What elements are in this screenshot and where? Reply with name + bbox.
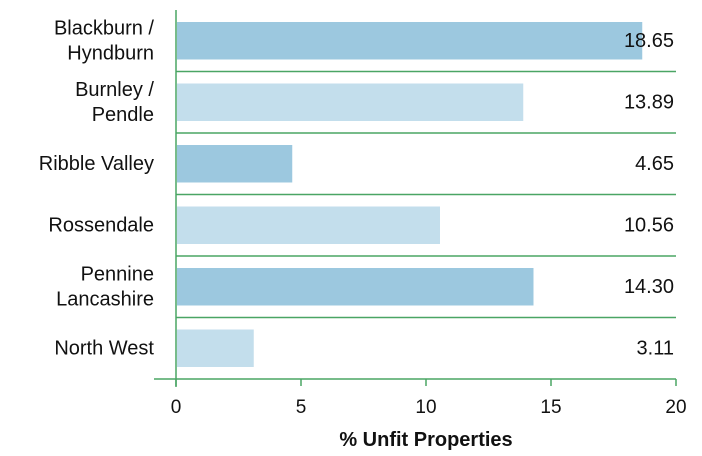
value-label-1: 13.89	[624, 91, 674, 113]
bar-3	[177, 206, 440, 244]
category-label-line: North West	[54, 337, 154, 359]
x-tick-label-3: 15	[540, 397, 561, 418]
bar-5	[177, 329, 254, 367]
bar-0	[177, 22, 643, 60]
category-label-line: Lancashire	[56, 288, 154, 310]
category-label-line: Ribble Valley	[39, 153, 154, 175]
category-label-line: Pendle	[92, 104, 154, 126]
category-label-line: Burnley /	[75, 79, 154, 101]
x-tick-label-2: 10	[415, 397, 436, 418]
category-label-line: Pennine	[81, 263, 154, 285]
bars	[177, 22, 643, 367]
x-tick-label-1: 5	[296, 397, 307, 418]
category-labels: Blackburn / Hyndburn Burnley / Pendle Ribble…	[39, 17, 155, 359]
value-label-2: 4.65	[635, 153, 674, 175]
category-label-1: Burnley / Pendle	[75, 79, 154, 126]
category-label-line: Rossendale	[48, 214, 154, 236]
bar-1	[177, 83, 524, 121]
value-labels: 18.65 13.89 4.65 10.56 14.30 3.11	[624, 30, 674, 360]
x-axis-title: % Unfit Properties	[339, 429, 512, 451]
x-axis-ticks: 0 5 10 15 20	[171, 379, 687, 418]
value-label-0: 18.65	[624, 30, 674, 52]
row-separators	[176, 70, 676, 319]
category-label-5: North West	[54, 337, 154, 359]
value-label-3: 10.56	[624, 214, 674, 236]
category-label-2: Ribble Valley	[39, 153, 154, 175]
category-label-line: Hyndburn	[67, 42, 154, 64]
category-label-4: Pennine Lancashire	[56, 263, 154, 310]
bar-4	[177, 268, 534, 306]
value-label-4: 14.30	[624, 276, 674, 298]
x-tick-label-4: 20	[665, 397, 686, 418]
value-label-5: 3.11	[637, 337, 674, 359]
category-label-line: Blackburn /	[54, 17, 154, 39]
category-label-3: Rossendale	[48, 214, 154, 236]
bar-2	[177, 145, 293, 183]
x-tick-label-0: 0	[171, 397, 182, 418]
category-label-0: Blackburn / Hyndburn	[54, 17, 154, 64]
